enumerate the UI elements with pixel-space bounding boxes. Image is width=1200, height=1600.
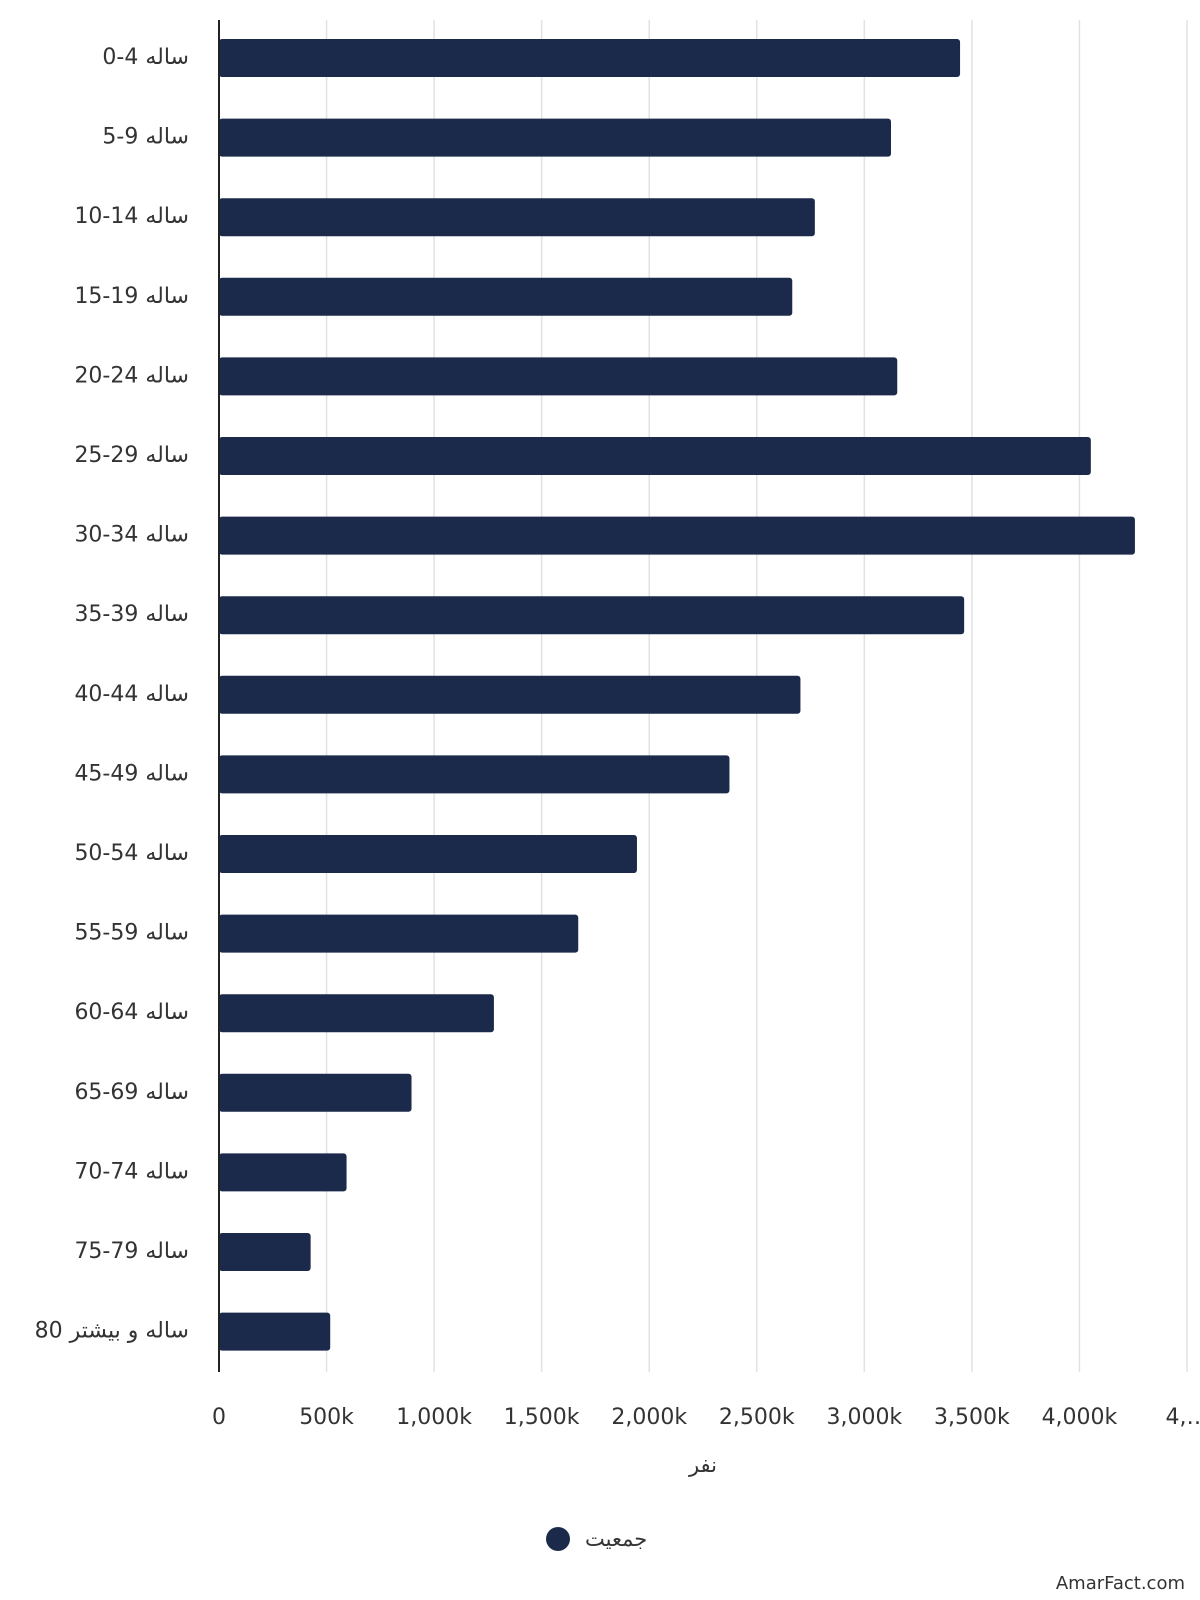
bar <box>219 516 1135 555</box>
y-tick-label: 30-34 ساله <box>74 523 189 548</box>
y-tick-label: 50-54 ساله <box>74 841 189 866</box>
x-tick-label: 4,000k <box>1042 1405 1118 1430</box>
y-tick-label: 55-59 ساله <box>74 921 189 946</box>
bar <box>219 1153 347 1192</box>
x-tick-label: 3,000k <box>826 1405 902 1430</box>
legend-marker <box>546 1527 570 1551</box>
y-tick-label: 60-64 ساله <box>74 1000 189 1025</box>
bar <box>219 1312 331 1351</box>
y-tick-label: 20-24 ساله <box>74 363 189 388</box>
bar <box>219 1073 412 1112</box>
x-tick-label: 1,000k <box>396 1405 472 1430</box>
x-tick-label: 0 <box>212 1405 226 1430</box>
y-tick-label: 65-69 ساله <box>74 1080 189 1105</box>
bar <box>219 835 637 873</box>
bar <box>219 198 815 237</box>
bar <box>219 1233 311 1271</box>
x-tick-label: 2,500k <box>719 1405 795 1430</box>
x-tick-label: 500k <box>299 1405 354 1430</box>
y-tick-label: 75-79 ساله <box>74 1239 189 1264</box>
x-tick-label: 2,000k <box>611 1405 687 1430</box>
y-tick-label: 45-49 ساله <box>74 761 189 786</box>
legend-label: جمعیت <box>585 1527 647 1551</box>
y-tick-label: 35-39 ساله <box>74 602 189 627</box>
y-tick-label: 70-74 ساله <box>74 1159 189 1184</box>
bar <box>219 596 965 635</box>
y-tick-label: 80 ساله و بیشتر <box>35 1319 189 1344</box>
x-tick-label: 4,… <box>1166 1405 1200 1430</box>
y-tick-label: 10-14 ساله <box>74 204 189 229</box>
bar <box>219 755 730 794</box>
bar <box>219 994 494 1033</box>
y-tick-label: 0-4 ساله <box>102 45 189 70</box>
watermark: AmarFact.com <box>1056 1573 1185 1594</box>
bar <box>219 118 892 157</box>
bar <box>219 675 801 714</box>
x-tick-label: 3,500k <box>934 1405 1010 1430</box>
bar <box>219 357 898 396</box>
bar <box>219 914 579 953</box>
bar <box>219 437 1091 475</box>
y-tick-label: 15-19 ساله <box>74 284 189 309</box>
y-tick-label: 5-9 ساله <box>102 125 189 150</box>
x-tick-label: 1,500k <box>504 1405 580 1430</box>
bar <box>219 277 793 316</box>
y-tick-label: 25-29 ساله <box>74 443 189 468</box>
x-axis-title: نفر <box>688 1453 717 1477</box>
bar <box>219 39 961 77</box>
y-tick-label: 40-44 ساله <box>74 682 189 707</box>
